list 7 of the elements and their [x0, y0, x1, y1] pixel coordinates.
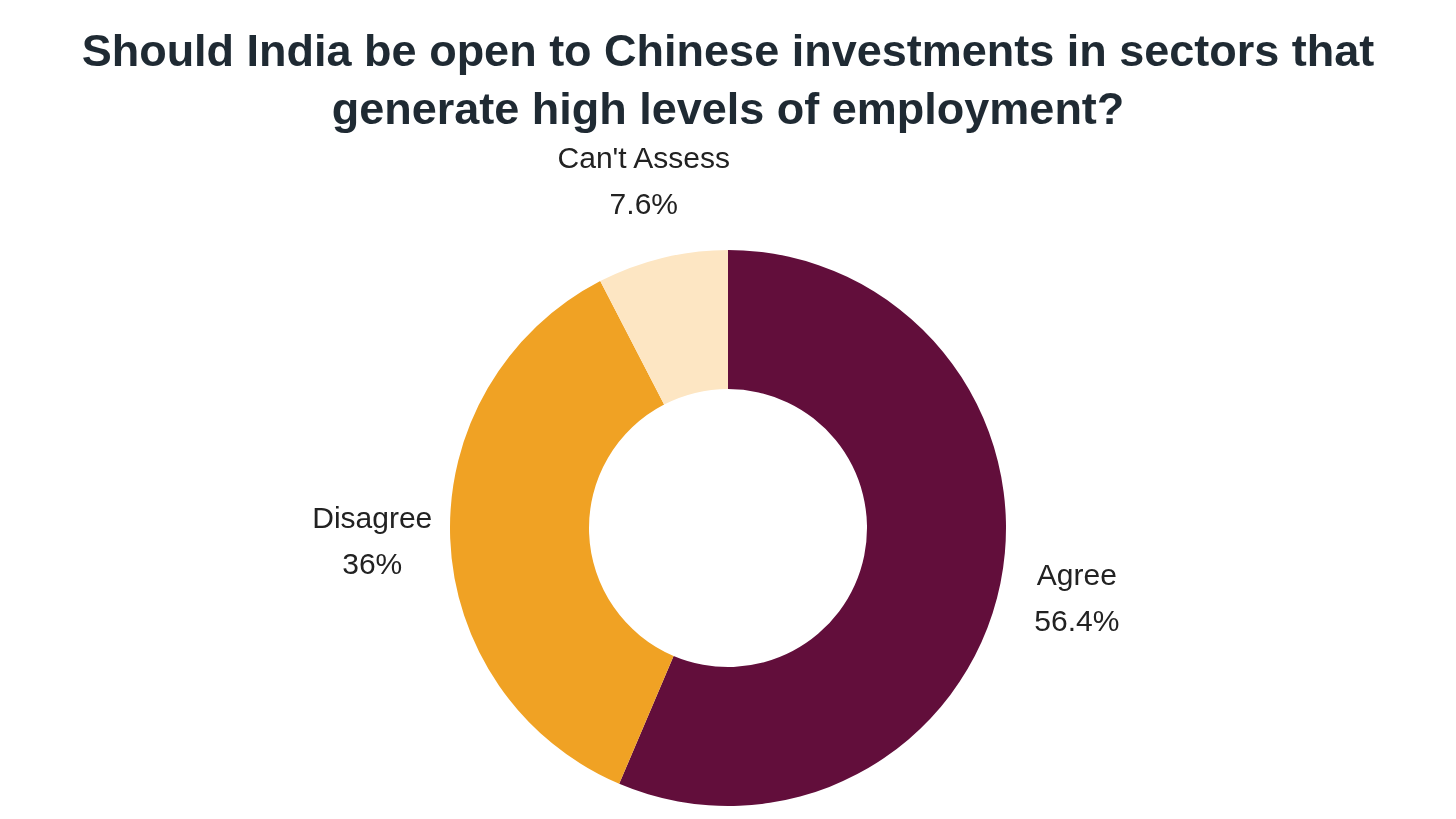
slice-label: Can't Assess: [557, 141, 731, 175]
chart-title: Should India be open to Chinese investments in sectors that generate high levels of employment?: [80, 24, 1376, 136]
data-label: 36%: [342, 546, 403, 580]
data-label: 7.6%: [609, 187, 678, 221]
slice-label: Agree: [1036, 558, 1117, 592]
data-label: 56.4%: [1034, 604, 1120, 638]
slice-label: Disagree: [312, 500, 433, 534]
